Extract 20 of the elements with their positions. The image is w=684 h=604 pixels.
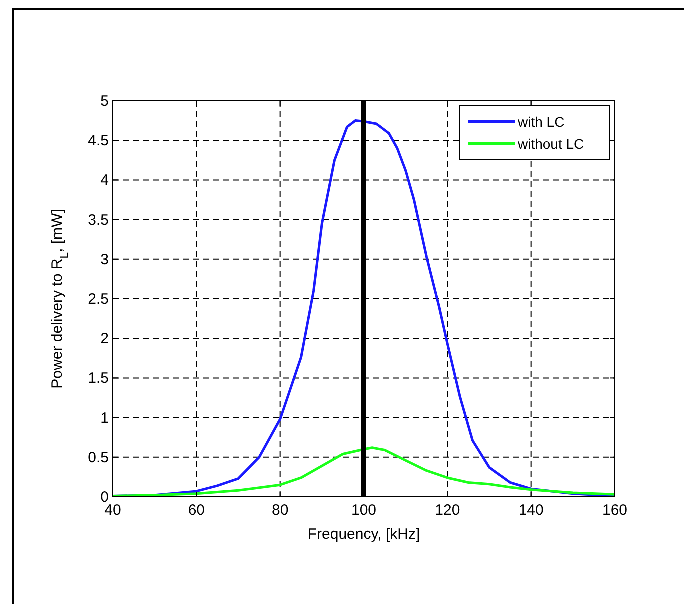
y-tick-label: 5 (100, 93, 109, 110)
y-tick-label: 3.5 (88, 212, 109, 229)
y-tick-label: 3 (100, 251, 109, 268)
y-tick-label: 4 (100, 172, 109, 190)
y-tick-label: 1.5 (88, 370, 109, 388)
y-tick-label: 1 (100, 410, 109, 427)
legend-label: with LC (517, 114, 565, 130)
y-tick-label: 2 (100, 330, 109, 348)
x-tick-label: 80 (272, 502, 289, 519)
legend-label: without LC (517, 136, 584, 152)
x-tick-label: 60 (188, 502, 206, 519)
x-tick-label: 120 (435, 502, 460, 519)
y-tick-label: 0.5 (88, 449, 109, 466)
x-axis-title: Frequency, [kHz] (308, 526, 420, 543)
x-tick-label: 140 (518, 502, 544, 519)
y-tick-label: 2.5 (88, 291, 109, 308)
x-tick-label: 160 (602, 502, 628, 519)
line-series (112, 446, 616, 498)
y-tick-label: 4.5 (88, 132, 109, 150)
x-tick-label: 100 (351, 502, 377, 519)
